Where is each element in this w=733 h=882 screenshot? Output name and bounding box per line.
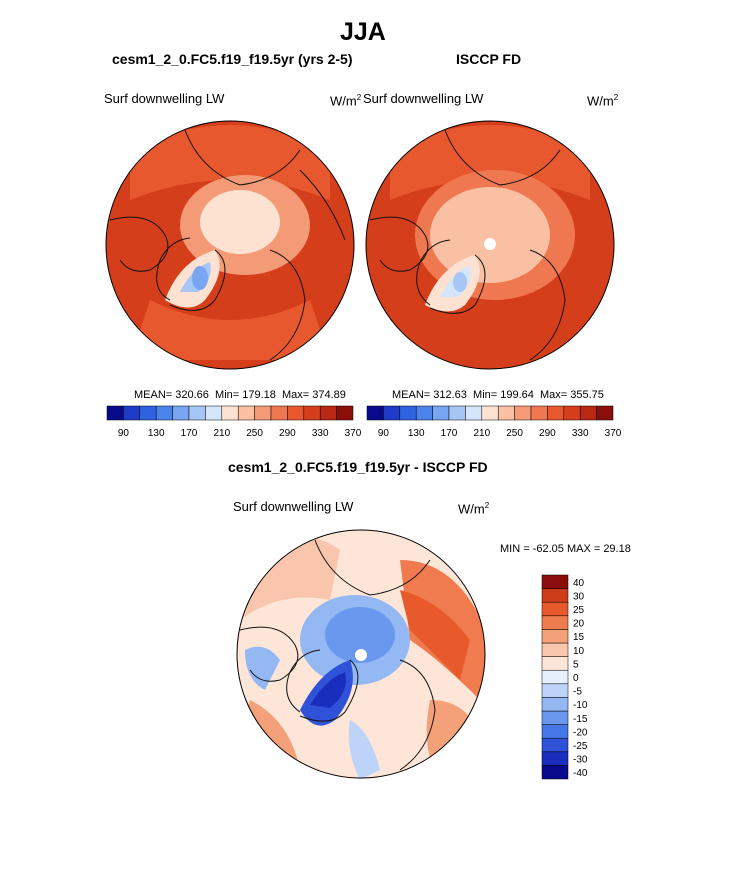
colorbar-swatch xyxy=(319,405,337,421)
colorbar-swatch xyxy=(541,642,569,657)
colorbar-swatch xyxy=(541,710,569,725)
colorbar-tick-label: 40 xyxy=(573,578,585,589)
colorbar-tick-label: 130 xyxy=(148,428,165,439)
colorbar-tick-label: -25 xyxy=(573,741,588,752)
colorbar-swatch xyxy=(541,697,569,712)
model-variable-label: Surf downwelling LW xyxy=(104,91,225,106)
diff-units-label: W/m2 xyxy=(458,501,490,517)
figure-title: JJA xyxy=(340,18,386,46)
colorbar-swatch xyxy=(221,405,239,421)
colorbar-swatch xyxy=(465,405,483,421)
diff-variable-label: Surf downwelling LW xyxy=(233,499,354,514)
obs-stats: MEAN= 312.63 Min= 199.64 Max= 355.75 xyxy=(392,389,604,401)
colorbar-swatch xyxy=(541,574,569,589)
colorbar-swatch xyxy=(541,737,569,753)
colorbar-swatch xyxy=(541,588,569,603)
colorbar-swatch xyxy=(270,405,288,421)
colorbar-swatch xyxy=(541,629,569,644)
colorbar-swatch xyxy=(155,405,173,421)
colorbar-swatch xyxy=(415,405,433,421)
colorbar-swatch xyxy=(139,405,157,421)
obs-units-label: W/m2 xyxy=(587,93,619,109)
obs-variable-label: Surf downwelling LW xyxy=(363,91,484,106)
colorbar-tick-label: -15 xyxy=(573,714,588,725)
colorbar-tick-label: 20 xyxy=(573,619,585,630)
colorbar-swatch xyxy=(563,405,581,421)
colorbar-tick-label: 210 xyxy=(213,428,230,439)
colorbar-tick-label: -10 xyxy=(573,700,588,711)
colorbar-tick-label: 370 xyxy=(345,428,362,439)
colorbar-swatch xyxy=(172,405,190,421)
colorbar-swatch xyxy=(481,405,499,421)
colorbar-swatch xyxy=(432,405,450,421)
model-colorbar: 90 130 170 210 250 290 330 370 xyxy=(106,405,362,439)
colorbar-swatch xyxy=(287,405,305,421)
colorbar-swatch xyxy=(336,405,354,421)
colorbar-swatch xyxy=(547,405,565,421)
colorbar-tick-label: 30 xyxy=(573,591,585,602)
colorbar-swatch xyxy=(579,405,597,421)
colorbar-tick-label: 90 xyxy=(378,428,390,439)
colorbar-swatch xyxy=(106,405,124,421)
colorbar-tick-label: -40 xyxy=(573,768,588,779)
colorbar-tick-label: 10 xyxy=(573,646,585,657)
colorbar-swatch xyxy=(383,405,401,421)
colorbar-swatch xyxy=(530,405,548,421)
colorbar-swatch xyxy=(303,405,321,421)
colorbar-swatch xyxy=(448,405,466,421)
colorbar-swatch xyxy=(366,405,384,421)
model-panel-title: cesm1_2_0.FC5.f19_f19.5yr (yrs 2-5) xyxy=(112,51,353,67)
colorbar-swatch xyxy=(497,405,515,421)
colorbar-swatch xyxy=(541,669,569,685)
colorbar-swatch xyxy=(237,405,255,421)
colorbar-swatch xyxy=(205,405,223,421)
colorbar-tick-label: 210 xyxy=(473,428,490,439)
colorbar-tick-label: 5 xyxy=(573,659,579,670)
colorbar-swatch xyxy=(541,724,569,739)
colorbar-tick-label: 170 xyxy=(181,428,198,439)
colorbar-tick-label: -30 xyxy=(573,755,588,766)
colorbar-swatch xyxy=(541,615,569,630)
colorbar-tick-label: 290 xyxy=(279,428,296,439)
colorbar-swatch xyxy=(596,405,614,421)
colorbar-swatch xyxy=(541,751,569,766)
colorbar-tick-label: 370 xyxy=(605,428,622,439)
colorbar-swatch xyxy=(399,405,417,421)
colorbar-tick-label: 25 xyxy=(573,605,585,616)
colorbar-tick-label: -5 xyxy=(573,687,582,698)
colorbar-swatch xyxy=(123,405,141,421)
colorbar-tick-label: 90 xyxy=(118,428,130,439)
model-units-label: W/m2 xyxy=(330,93,362,109)
model-stats: MEAN= 320.66 Min= 179.18 Max= 374.89 xyxy=(134,389,346,401)
colorbar-tick-label: 15 xyxy=(573,632,585,643)
colorbar-tick-label: 290 xyxy=(539,428,556,439)
colorbar-swatch xyxy=(541,683,569,698)
colorbar-tick-label: 170 xyxy=(441,428,458,439)
colorbar-tick-label: 330 xyxy=(312,428,329,439)
colorbar-tick-label: -20 xyxy=(573,727,588,738)
colorbar-tick-label: 330 xyxy=(572,428,589,439)
colorbar-tick-label: 250 xyxy=(246,428,263,439)
colorbar-swatch xyxy=(541,765,569,780)
diff-panel-title: cesm1_2_0.FC5.f19_f19.5yr - ISCCP FD xyxy=(228,459,488,475)
colorbar-swatch xyxy=(514,405,532,421)
colorbar-tick-label: 0 xyxy=(573,673,579,684)
diff-colorbar: 40 30 25 20 15 10 5 0 -5 -10 -15 -20 -25 -30 -40 xyxy=(541,574,588,780)
colorbar-swatch xyxy=(541,601,569,617)
colorbar-tick-label: 130 xyxy=(408,428,425,439)
diff-minmax: MIN = -62.05 MAX = 29.18 xyxy=(500,543,631,555)
obs-panel-title: ISCCP FD xyxy=(456,51,522,67)
colorbar-swatch xyxy=(541,656,569,671)
colorbar-tick-label: 250 xyxy=(506,428,523,439)
obs-colorbar: 90 130 170 210 250 290 330 370 xyxy=(366,405,622,439)
colorbar-swatch xyxy=(188,405,206,421)
colorbar-swatch xyxy=(254,405,272,421)
